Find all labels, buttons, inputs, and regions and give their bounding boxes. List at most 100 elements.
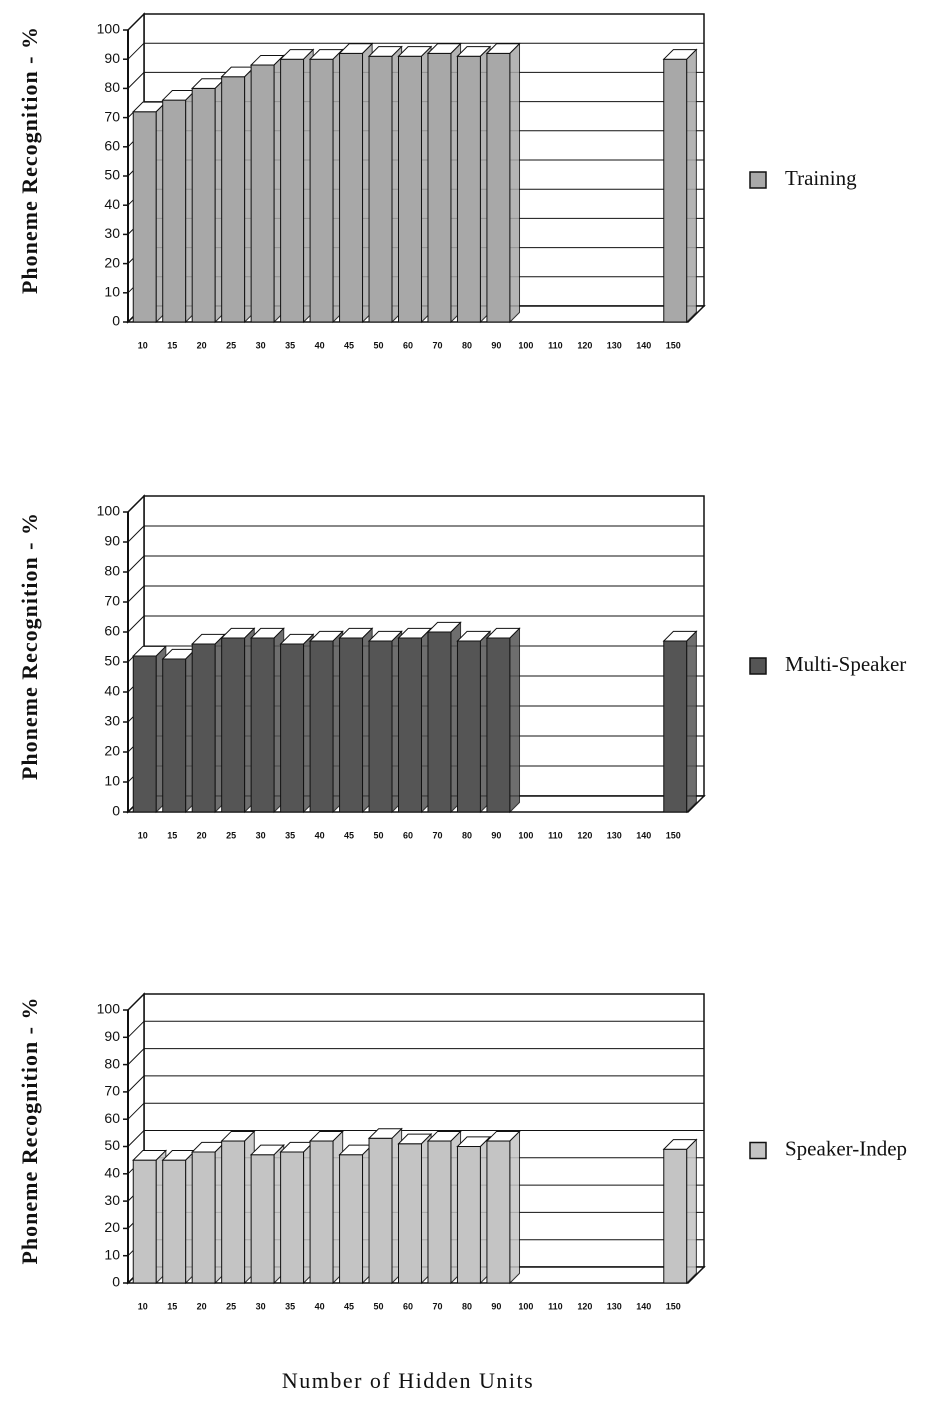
bar-front	[191, 1151, 216, 1284]
y-tick-label: 70	[104, 1083, 120, 1099]
bar	[485, 1130, 521, 1285]
y-tick-label: 20	[104, 743, 120, 759]
y-tick-label: 100	[97, 21, 121, 37]
x-tick-label: 150	[666, 340, 681, 350]
bar-side	[686, 1138, 697, 1285]
bar-front	[280, 643, 305, 813]
grid-line	[127, 1075, 145, 1093]
x-tick-label: 150	[666, 830, 681, 840]
y-tick-label: 0	[112, 313, 120, 329]
bar-front	[427, 1140, 452, 1284]
y-tick-label: 70	[104, 108, 120, 124]
bar-side	[686, 48, 697, 324]
bar-front	[427, 631, 452, 813]
grid-line	[127, 525, 145, 543]
bar	[367, 630, 403, 814]
bar	[662, 48, 698, 324]
bar	[397, 1132, 433, 1285]
bar	[190, 77, 226, 324]
bar-front	[339, 52, 364, 323]
bar-front	[456, 55, 481, 323]
bar	[485, 42, 521, 324]
x-tick-label: 40	[315, 340, 325, 350]
x-tick-label: 50	[374, 340, 384, 350]
bar-front	[486, 637, 511, 813]
bar	[397, 627, 433, 814]
x-tick-label: 20	[197, 1301, 207, 1311]
bar	[220, 1130, 256, 1285]
bar	[220, 65, 256, 324]
bar	[426, 621, 462, 814]
x-tick-label: 20	[197, 830, 207, 840]
bar	[308, 48, 344, 324]
x-tick-label: 20	[197, 340, 207, 350]
bar-front	[162, 99, 187, 323]
grid-line	[127, 555, 145, 573]
x-tick-label: 25	[226, 1301, 236, 1311]
y-tick-label: 40	[104, 196, 120, 212]
y-tick-label: 10	[104, 1246, 120, 1262]
bar	[367, 45, 403, 324]
bar-front	[309, 640, 334, 813]
bar	[456, 630, 492, 814]
y-tick-label: 40	[104, 1165, 120, 1181]
grid-line	[127, 1130, 145, 1147]
bar-front	[486, 1140, 511, 1284]
y-tick-label: 80	[104, 79, 120, 95]
x-tick-label: 10	[138, 340, 148, 350]
bar	[397, 45, 433, 324]
bar-front	[132, 111, 157, 323]
legend-label: Multi-Speaker	[785, 652, 906, 676]
bar-front	[162, 1159, 187, 1284]
bar-front	[339, 1154, 364, 1284]
bar-front	[250, 637, 275, 813]
x-tick-label: 100	[518, 1301, 533, 1311]
legend-swatch	[749, 1141, 767, 1160]
y-tick-label: 10	[104, 284, 120, 300]
bar	[279, 633, 315, 814]
legend-label: Training	[785, 166, 857, 190]
grid-line	[127, 13, 145, 31]
bar-front	[191, 643, 216, 813]
bar-front	[280, 58, 305, 323]
y-tick-label: 60	[104, 138, 120, 154]
x-tick-label: 100	[518, 340, 533, 350]
x-tick-label: 40	[315, 830, 325, 840]
x-tick-label: 80	[462, 830, 472, 840]
bar-front	[250, 64, 275, 323]
y-tick-label: 80	[104, 1055, 120, 1071]
bar	[161, 1149, 197, 1285]
bar	[132, 645, 168, 814]
y-tick-label: 60	[104, 623, 120, 639]
x-tick-label: 90	[491, 340, 501, 350]
x-tick-label: 60	[403, 830, 413, 840]
bar	[132, 1149, 168, 1285]
y-tick-label: 90	[104, 50, 120, 66]
x-tick-label: 35	[285, 1301, 295, 1311]
bar-front	[339, 637, 364, 813]
y-tick-label: 0	[112, 1274, 120, 1290]
grid-line	[127, 42, 145, 60]
grid-line	[127, 585, 145, 603]
x-tick-label: 25	[226, 340, 236, 350]
x-tick-label: 30	[256, 830, 266, 840]
x-tick-label: 50	[374, 830, 384, 840]
bar	[367, 1127, 403, 1285]
x-tick-label: 120	[577, 1301, 592, 1311]
x-tick-label: 60	[403, 1301, 413, 1311]
x-tick-label: 130	[607, 340, 622, 350]
bar	[662, 1138, 698, 1285]
grid-line	[127, 1048, 145, 1065]
bar-front	[663, 58, 688, 323]
bar-front	[309, 58, 334, 323]
y-tick-label: 80	[104, 563, 120, 579]
y-tick-label: 50	[104, 653, 120, 669]
y-tick-label: 90	[104, 1028, 120, 1044]
legend-label: Speaker-Indep	[785, 1136, 907, 1160]
y-tick-label: 0	[112, 803, 120, 819]
bar-front	[132, 1159, 157, 1284]
bar	[190, 1141, 226, 1285]
bar	[338, 42, 374, 324]
bar-front	[427, 52, 452, 323]
x-tick-label: 90	[491, 1301, 501, 1311]
